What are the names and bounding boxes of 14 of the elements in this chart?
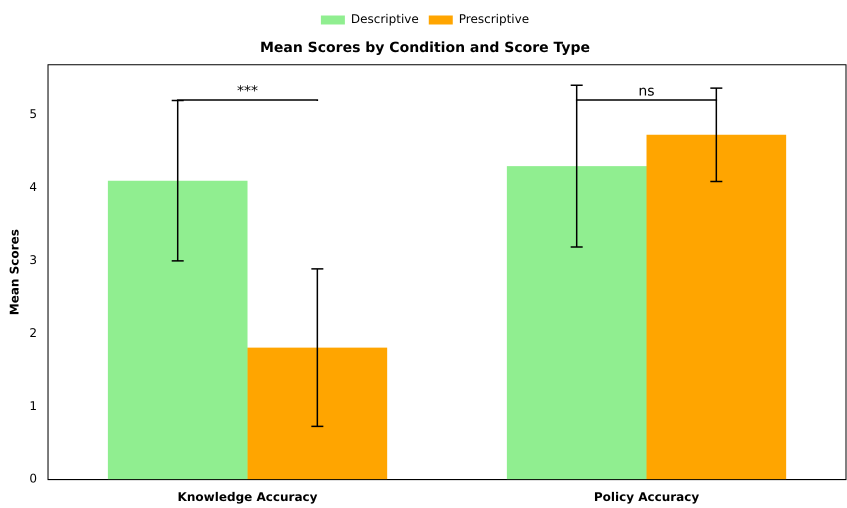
y-tick-label: 4 <box>29 180 38 194</box>
chart-title: Mean Scores by Condition and Score Type <box>260 40 590 56</box>
x-tick-label: Policy Accuracy <box>594 490 700 504</box>
y-tick-label: 2 <box>29 326 38 340</box>
y-axis-title: Mean Scores <box>7 229 22 316</box>
y-tick-label: 1 <box>29 398 38 413</box>
x-tick-label: Knowledge Accuracy <box>178 490 318 504</box>
legend-label: Prescriptive <box>458 12 530 26</box>
y-tick-label: 0 <box>29 472 38 486</box>
annotation: ns <box>638 84 655 100</box>
y-tick-label: 3 <box>29 253 38 268</box>
y-tick-label: 5 <box>29 107 38 122</box>
annotation: *** <box>237 84 258 100</box>
legend-label: Descriptive <box>350 12 419 26</box>
